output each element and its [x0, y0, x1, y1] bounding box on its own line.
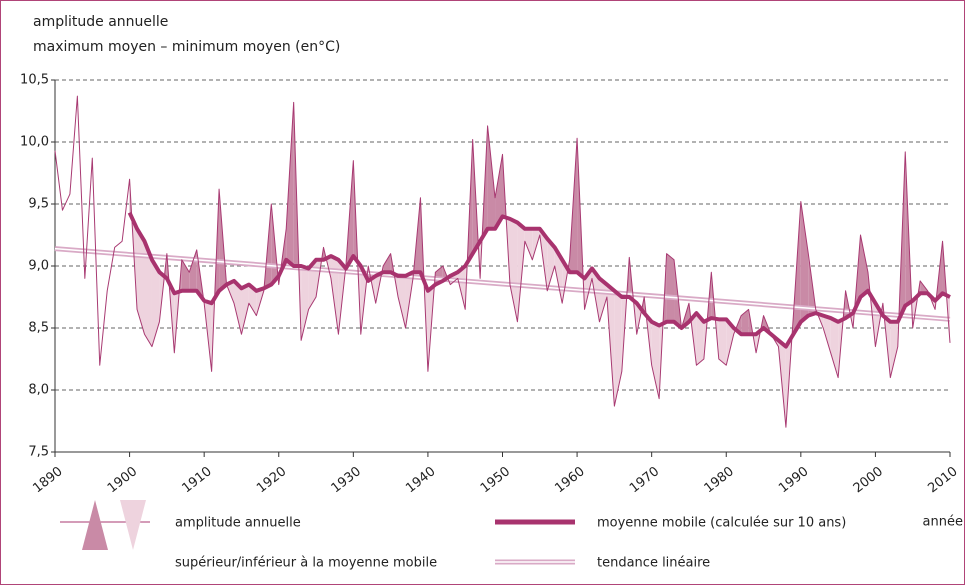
deviation-area	[666, 253, 675, 322]
deviation-area	[241, 284, 249, 335]
y-tick-label: 9,5	[28, 197, 49, 212]
deviation-area	[547, 238, 555, 291]
deviation-area	[696, 313, 704, 366]
deviation-area	[181, 259, 190, 291]
legend-label: moyenne mobile (calculée sur 10 ans)	[597, 516, 846, 531]
deviation-area	[800, 201, 809, 322]
y-tick-label: 7,5	[28, 445, 49, 460]
deviation-area	[398, 275, 406, 328]
chart-title: amplitude annuelle	[33, 14, 168, 30]
y-tick-label: 10,5	[20, 73, 49, 88]
annual-line	[54, 95, 951, 428]
deviation-area	[383, 253, 391, 273]
trend-line-core	[54, 247, 951, 321]
legend-label: tendance linéaire	[597, 556, 710, 571]
deviation-area	[509, 218, 518, 322]
deviation-area	[495, 154, 503, 229]
deviation-area	[741, 309, 749, 335]
deviation-area	[726, 319, 734, 366]
legend-label: supérieur/inférieur à la moyenne mobile	[175, 556, 437, 571]
deviation-area	[151, 259, 160, 347]
deviation-area	[286, 102, 294, 266]
deviation-area	[830, 318, 839, 378]
deviation-area	[524, 228, 533, 260]
deviation-area	[234, 280, 242, 335]
deviation-area	[860, 235, 868, 297]
deviation-area	[487, 125, 496, 229]
x-axis-label: année	[923, 515, 963, 530]
deviation-area	[301, 266, 309, 341]
deviation-area	[651, 321, 660, 399]
deviation-area	[330, 256, 339, 335]
chart-subtitle: maximum moyen – minimum moyen (en°C)	[33, 39, 340, 55]
y-tick-label: 10,0	[20, 135, 49, 150]
deviation-area	[308, 259, 317, 310]
deviation-area	[248, 284, 257, 316]
deviation-area	[890, 321, 898, 378]
deviation-area	[457, 266, 466, 310]
moving-average-line	[127, 211, 951, 349]
legend-swatch	[120, 500, 146, 550]
y-tick-label: 8,0	[28, 383, 49, 398]
y-tick-label: 9,0	[28, 259, 49, 274]
y-tick-label: 8,5	[28, 321, 49, 336]
legend-swatch	[82, 500, 108, 550]
deviation-area	[599, 278, 607, 322]
deviation-area	[614, 290, 622, 407]
deviation-area	[144, 241, 152, 347]
deviation-area	[718, 319, 727, 366]
legend: amplitude annuelle moyenne mobile (calcul…	[60, 500, 846, 571]
legend-label: amplitude annuelle	[175, 516, 301, 531]
deviation-area	[823, 315, 831, 353]
